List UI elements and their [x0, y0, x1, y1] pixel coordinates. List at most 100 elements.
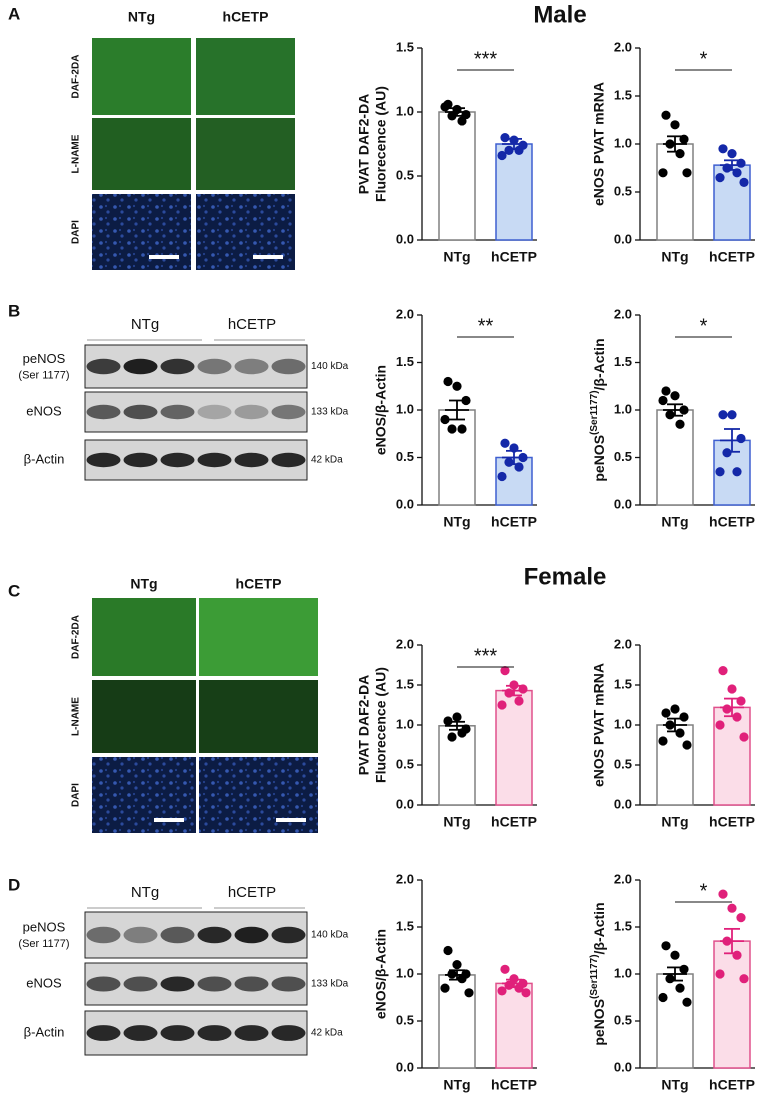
data-point [452, 381, 462, 391]
y-tick-label: 1.5 [614, 918, 632, 933]
y-axis-label-part: (Ser1177) [589, 390, 600, 434]
y-tick-label: 1.5 [396, 39, 414, 54]
y-axis-label-part: peNOS [591, 435, 607, 482]
kda-label: 133 kDa [311, 407, 349, 418]
blot-band [160, 358, 195, 375]
data-point [727, 410, 737, 420]
blot-band [271, 452, 306, 468]
y-tick-label: 1.0 [396, 103, 414, 118]
data-point [500, 133, 510, 143]
data-point [500, 964, 510, 974]
panel-letter: D [8, 875, 20, 894]
data-point [497, 700, 507, 710]
data-point [661, 110, 671, 120]
y-axis-label: peNOS(Ser1177)/β-Actin [589, 902, 607, 1045]
significance-label: *** [474, 645, 498, 667]
data-point [679, 964, 689, 974]
blot-row-label: (Ser 1177) [18, 369, 69, 381]
data-point [670, 391, 680, 401]
y-axis-label: Fluorecence (AU) [373, 667, 389, 783]
kda-label: 42 kDa [311, 1028, 343, 1039]
blot-band [271, 976, 306, 992]
blot-band [123, 358, 158, 375]
data-point [509, 974, 519, 984]
data-point [718, 144, 728, 154]
data-point [739, 732, 749, 742]
micrograph [92, 598, 196, 676]
data-point [670, 704, 680, 714]
blot-group-label: hCETP [228, 884, 276, 901]
micrograph [199, 680, 318, 753]
blot-row-label: (Ser 1177) [18, 938, 69, 950]
data-point [739, 177, 749, 187]
y-axis-label: eNOS/β-Actin [373, 929, 389, 1019]
x-tick-label: NTg [661, 1077, 688, 1093]
blot-row-label: peNOS [23, 351, 66, 366]
blot-band [86, 358, 121, 375]
blot-band [86, 452, 121, 468]
data-point [447, 424, 457, 434]
blot-band [234, 404, 269, 420]
blot-strip [84, 344, 308, 389]
data-point [670, 120, 680, 130]
kda-label: 140 kDa [311, 361, 349, 372]
blot-band [234, 358, 269, 375]
y-tick-label: 1.5 [614, 676, 632, 691]
y-tick-label: 1.0 [396, 716, 414, 731]
data-point [658, 992, 668, 1003]
data-point [675, 149, 685, 159]
image-column-label: NTg [128, 9, 155, 25]
y-tick-label: 0.0 [396, 796, 414, 811]
data-point [504, 457, 514, 467]
blot-strip [84, 439, 308, 481]
significance-label: *** [474, 48, 498, 70]
data-point [682, 997, 692, 1007]
y-tick-label: 2.0 [396, 871, 414, 886]
data-point [727, 684, 737, 694]
data-point [457, 424, 467, 434]
y-tick-label: 1.5 [614, 354, 632, 369]
blot-row-label: β-Actin [24, 451, 65, 466]
bar [495, 689, 533, 806]
blot-strip [84, 911, 308, 959]
data-point [447, 732, 457, 742]
y-tick-label: 2.0 [614, 871, 632, 886]
stain-label: DAF-2DA [71, 615, 82, 659]
data-point [727, 149, 737, 159]
data-point [715, 720, 725, 730]
data-point [732, 950, 742, 960]
blot-band [86, 976, 121, 992]
data-point [661, 941, 671, 951]
x-tick-label: hCETP [709, 814, 755, 830]
y-axis-label: PVAT DAF2-DA [356, 94, 372, 195]
data-point [665, 410, 675, 420]
y-axis-label: peNOS(Ser1177)/β-Actin [589, 338, 607, 481]
y-tick-label: 1.0 [614, 716, 632, 731]
data-point [443, 945, 453, 956]
blot-band [160, 976, 195, 992]
y-tick-label: 0.0 [614, 231, 632, 246]
y-axis-label: Fluorecence (AU) [373, 86, 389, 202]
bar [495, 456, 533, 506]
stain-label: DAPI [71, 220, 82, 244]
significance-label: ** [478, 315, 494, 337]
data-point [440, 414, 450, 425]
micrograph [92, 38, 191, 115]
bar [656, 409, 694, 506]
y-axis-label-part: /β-Actin [591, 338, 607, 390]
y-tick-label: 0.5 [396, 1012, 414, 1027]
stain-label: L-NAME [71, 134, 82, 173]
data-point [447, 969, 457, 979]
x-tick-label: NTg [443, 249, 470, 265]
data-point [682, 740, 692, 750]
data-point [457, 974, 467, 984]
panel-letter: B [8, 301, 20, 320]
y-tick-label: 1.0 [614, 135, 632, 150]
image-column-label: hCETP [236, 576, 282, 592]
y-tick-label: 2.0 [614, 636, 632, 651]
stain-label: DAF-2DA [71, 55, 82, 99]
data-point [500, 666, 510, 676]
panel-letter: A [8, 4, 20, 23]
blot-band [197, 358, 232, 375]
panel-letter: C [8, 581, 20, 600]
